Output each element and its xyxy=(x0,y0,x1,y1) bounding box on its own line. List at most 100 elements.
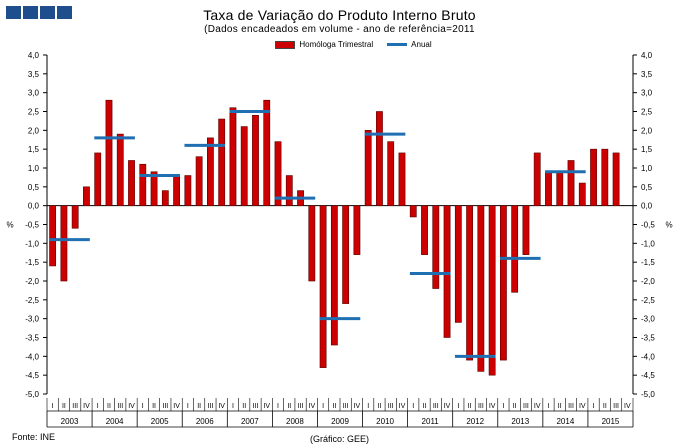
bar-quarterly xyxy=(612,152,620,206)
bar-quarterly xyxy=(263,99,271,206)
bar-quarterly xyxy=(590,148,597,206)
legend-swatch-line xyxy=(387,43,408,46)
bar-quarterly xyxy=(71,205,79,229)
legend-swatch-bar xyxy=(275,40,296,49)
logo-block xyxy=(6,6,21,19)
year-label: 2012 xyxy=(466,417,484,426)
quarter-label: II xyxy=(513,403,517,410)
quarter-label: II xyxy=(468,403,472,410)
year-label: 2004 xyxy=(106,417,124,426)
bar-quarterly xyxy=(330,205,338,346)
y-tick-label-left: -2,0 xyxy=(25,277,39,286)
quarter-label: II xyxy=(423,403,427,410)
bar-quarterly xyxy=(556,171,564,206)
legend-label-quarterly: Homóloga Trimestral xyxy=(299,40,374,49)
quarter-label: II xyxy=(332,403,336,410)
y-tick-label-right: -3,0 xyxy=(641,315,655,324)
y-tick-label-right: 2,5 xyxy=(641,108,653,117)
quarter-label: III xyxy=(613,403,619,410)
y-tick-label-right: -4,0 xyxy=(641,352,655,361)
bar-quarterly xyxy=(139,163,147,206)
legend-label-annual: Anual xyxy=(411,40,432,49)
bar-quarterly xyxy=(522,205,530,255)
y-tick-label-right: -2,5 xyxy=(641,296,655,305)
quarter-label: II xyxy=(107,403,111,410)
year-label: 2013 xyxy=(511,417,529,426)
bar-quarterly xyxy=(601,148,609,206)
quarter-label: I xyxy=(97,403,99,410)
bar-quarterly xyxy=(454,205,462,323)
chart-credit: (Gráfico: GEE) xyxy=(309,434,369,444)
bar-quarterly xyxy=(342,205,350,304)
quarter-label: IV xyxy=(173,403,180,410)
y-axis-title-right: % xyxy=(665,221,672,230)
bar-quarterly xyxy=(150,171,158,206)
quarter-label: III xyxy=(478,403,484,410)
gee-logo xyxy=(6,6,72,19)
year-label: 2011 xyxy=(422,417,440,426)
y-tick-label-left: 0,0 xyxy=(28,202,40,211)
bar-quarterly xyxy=(49,205,57,267)
quarter-label: IV xyxy=(534,403,541,410)
quarter-label: IV xyxy=(263,403,270,410)
quarter-label: I xyxy=(187,403,189,410)
quarter-label: I xyxy=(367,403,369,410)
bar-quarterly xyxy=(229,107,237,206)
y-tick-label-left: -3,5 xyxy=(25,334,39,343)
y-tick-label-left: -5,0 xyxy=(25,390,39,399)
y-tick-label-left: 4,0 xyxy=(28,51,40,60)
quarter-label: IV xyxy=(128,403,135,410)
chart-title: Taxa de Variação do Produto Interno Brut… xyxy=(203,7,476,23)
y-tick-label-left: 3,0 xyxy=(28,89,40,98)
bar-quarterly xyxy=(319,205,327,368)
y-tick-label-left: 1,5 xyxy=(28,145,40,154)
quarter-label: II xyxy=(242,403,246,410)
quarter-label: III xyxy=(72,403,78,410)
quarter-label: I xyxy=(593,403,595,410)
quarter-label: IV xyxy=(218,403,225,410)
quarter-label: III xyxy=(523,403,529,410)
quarter-label: II xyxy=(197,403,201,410)
y-tick-label-left: -4,0 xyxy=(25,352,39,361)
bar-quarterly xyxy=(308,205,316,282)
y-tick-label-right: 2,0 xyxy=(641,126,653,135)
bar-quarterly xyxy=(533,152,541,206)
quarter-label: IV xyxy=(444,403,451,410)
quarter-label: I xyxy=(232,403,234,410)
bar-quarterly xyxy=(240,126,248,206)
year-label: 2009 xyxy=(331,417,349,426)
quarter-label: IV xyxy=(489,403,496,410)
quarter-label: II xyxy=(152,403,156,410)
year-label: 2003 xyxy=(61,417,79,426)
bar-quarterly xyxy=(443,205,451,338)
logo-block xyxy=(40,6,55,19)
y-tick-label-left: 1,0 xyxy=(28,164,40,173)
y-tick-label-left: -3,0 xyxy=(25,315,39,324)
bar-quarterly xyxy=(364,130,372,206)
bar-quarterly xyxy=(161,190,169,206)
year-label: 2007 xyxy=(241,417,259,426)
quarter-label: I xyxy=(548,403,550,410)
y-tick-label-right: -2,0 xyxy=(641,277,655,286)
y-tick-label-left: -2,5 xyxy=(25,296,39,305)
chart-subtitle: (Dados encadeados em volume - ano de ref… xyxy=(204,24,475,35)
y-tick-label-right: -3,5 xyxy=(641,334,655,343)
quarter-label: I xyxy=(142,403,144,410)
y-tick-label-right: -0,5 xyxy=(641,221,655,230)
quarter-label: III xyxy=(343,403,349,410)
bar-quarterly xyxy=(409,205,417,218)
quarter-label: III xyxy=(253,403,259,410)
bar-quarterly xyxy=(173,175,180,206)
y-tick-label-right: 0,0 xyxy=(641,202,653,211)
y-tick-label-right: -1,0 xyxy=(641,239,655,248)
bar-quarterly xyxy=(398,152,406,206)
bar-quarterly xyxy=(376,111,383,206)
quarter-label: III xyxy=(433,403,439,410)
quarter-label: IV xyxy=(624,403,631,410)
bar-quarterly xyxy=(500,205,507,361)
quarter-label: III xyxy=(298,403,304,410)
year-label: 2015 xyxy=(602,417,620,426)
y-tick-label-right: -4,5 xyxy=(641,371,655,380)
y-tick-label-right: 1,5 xyxy=(641,145,653,154)
quarter-label: IV xyxy=(579,403,586,410)
